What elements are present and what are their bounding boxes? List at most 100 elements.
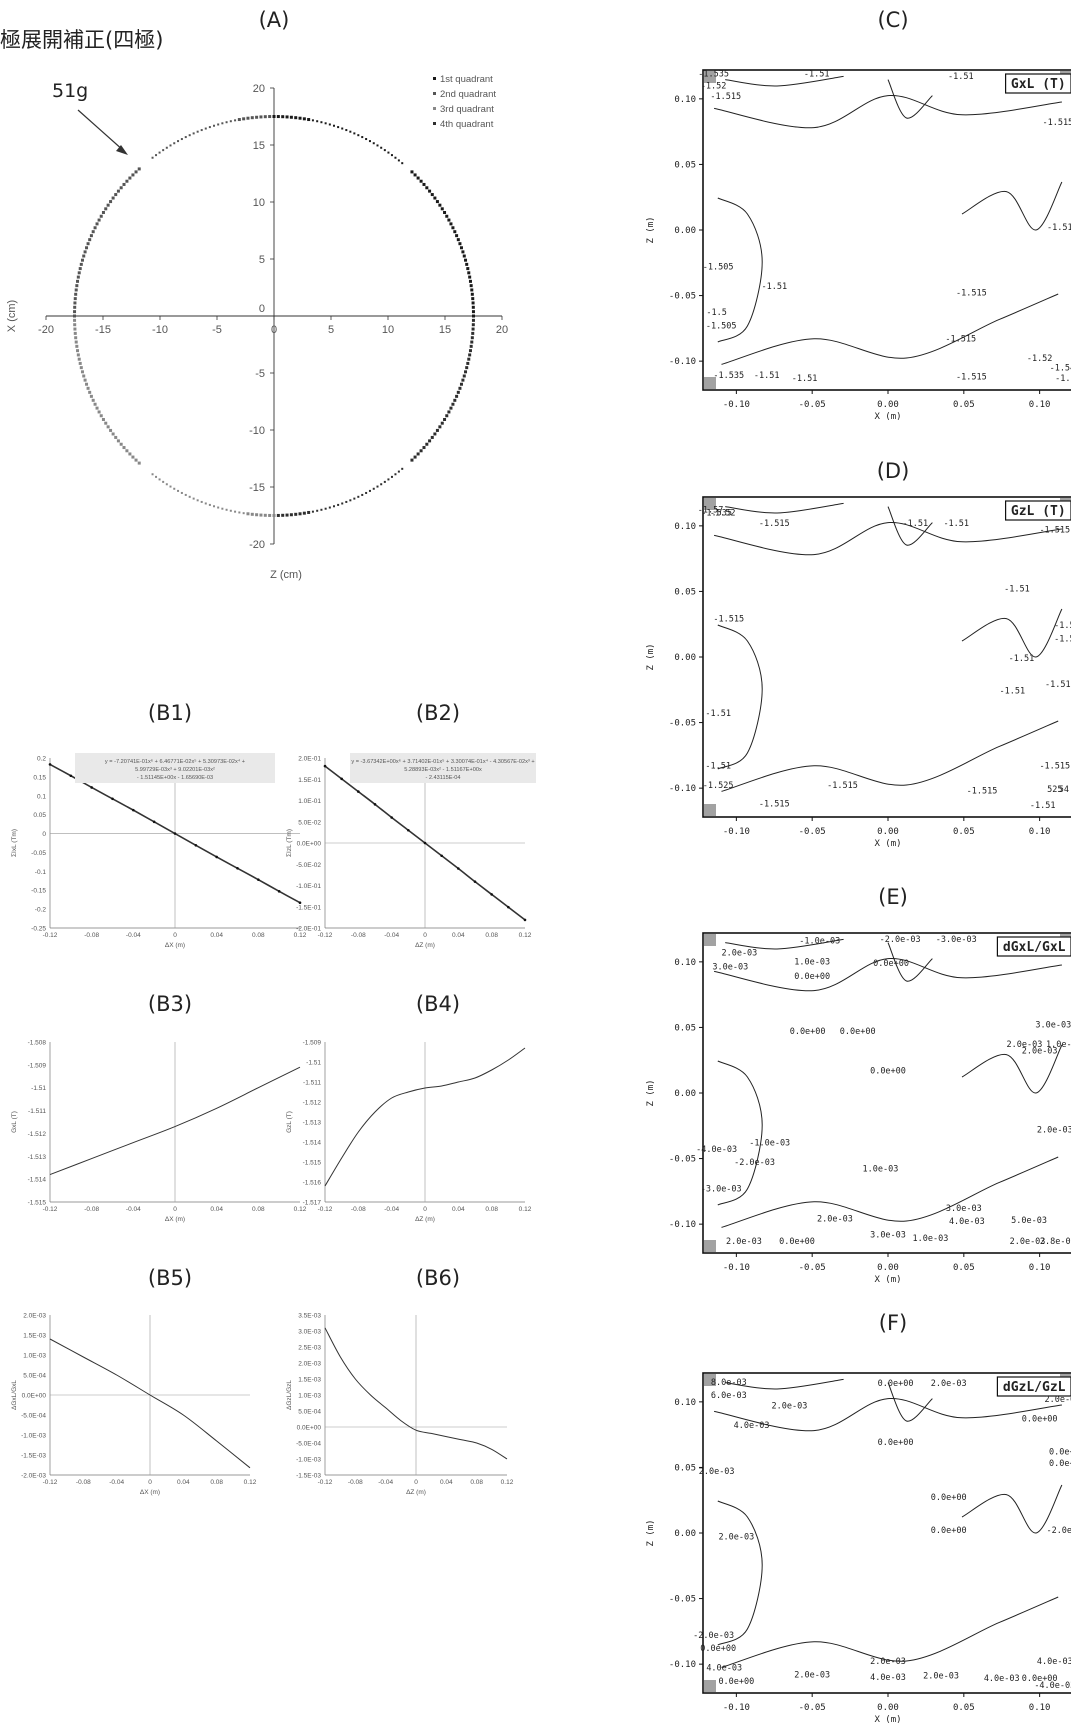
chart-b2: 2.0E-01 1.5E-01 1.0E-01 5.0E-02 0.0E+00 -5.0E… [286,753,536,949]
chart-a-point-q2 [242,117,246,121]
chart-a-point-q3 [200,500,203,503]
chart-d-contour-line [721,720,1059,792]
chart-e-x-tick-label: 0.10 [1029,1263,1051,1273]
section-title: 極展開補正(四極) [0,28,163,52]
chart-a-point-q3 [268,513,272,517]
chart-a-point-q3 [106,425,110,429]
chart-a-point-q4 [455,394,459,398]
chart-b2-y-tick-label: 1.0E-01 [298,798,321,805]
chart-a-point-q1 [471,310,475,314]
chart-a-point-q3 [242,512,245,515]
chart-f-contour-line [714,1398,1062,1432]
chart-a-point-q3 [259,513,263,517]
chart-d-contour-label: -1.51 [705,709,731,719]
chart-a-point-q1 [422,182,426,186]
chart-a-point-q1 [285,115,289,119]
chart-c-x-tick-label: -0.05 [799,400,826,410]
chart-b1-x-tick-label: 0.08 [252,932,265,939]
chart-d-corner-shade [704,498,716,510]
chart-a-point-q2 [76,279,80,283]
chart-a-point-q2 [173,142,176,145]
chart-a-point-q1 [438,203,442,207]
chart-c-contour-label: -1.515 [956,289,987,299]
chart-a-point-q1 [464,258,468,262]
chart-a-point-q3 [162,480,165,483]
chart-a-point-q2 [91,230,95,234]
chart-c-x-tick-label: 0.05 [953,400,975,410]
chart-b6-xlabel: ΔZ (m) [406,1489,426,1496]
chart-a-point-q2 [119,186,123,190]
chart-a-point-q4 [465,366,469,370]
chart-a-point-q2 [237,118,241,122]
chart-b1-point [132,808,135,812]
chart-c-contour-label: -1.51 [792,374,818,384]
chart-d-x-tick-label: 0.10 [1029,827,1051,837]
chart-b1-y-tick-label: 0.05 [33,812,46,819]
chart-a-point-q4 [302,511,306,515]
chart-d-contour-line [717,624,763,770]
chart-e-contour-label: 3.0e-03 [712,963,748,973]
chart-a-point-q3 [263,513,267,517]
chart-a-point-q2 [169,144,172,147]
chart-b3-x-tick-label: 0.12 [294,1206,307,1213]
chart-a-point-q1 [462,254,466,258]
chart-c-contour-line [887,79,933,119]
chart-e-contour-line [714,958,1062,992]
chart-b6-x-tick-label: 0.12 [501,1479,514,1486]
chart-a-point-q3 [155,475,158,478]
chart-a-point-q1 [307,118,311,122]
chart-c-contour-line [717,197,763,343]
chart-c-contour-line [714,95,1062,129]
chart-e-contour-label: 1.0e-03 [794,957,830,967]
chart-b6-y-tick-label: 0.0E+00 [297,1425,322,1432]
chart-b1-point [277,890,281,893]
chart-a-point-q2 [229,120,232,123]
chart-a-point-q1 [302,117,306,121]
chart-e-corner-shade [704,1240,716,1252]
chart-b3-y-tick-label: -1.509 [28,1062,47,1069]
chart-a-point-q2 [99,214,103,218]
chart-e-contour-label: -1.0e-03 [799,936,840,946]
chart-f-contour-label: 8.0e-03 [711,1378,747,1388]
chart-a-point-q4 [285,513,289,517]
chart-b4-x-tick-label: -0.04 [384,1206,399,1213]
chart-a-point-q2 [177,140,180,143]
chart-a-point-q3 [78,361,82,365]
chart-b2-point [323,764,327,768]
chart-e-contour-label: 2.0e-03 [726,1237,762,1247]
chart-e-contour-label: 1.0e-03 [913,1234,949,1244]
chart-d-contour-label: -1.51 [1054,634,1071,644]
chart-e-x-tick-label: -0.10 [723,1263,750,1273]
chart-b3-x-tick-label: 0.04 [210,1206,223,1213]
chart-b6-x-tick-label: 0.04 [440,1479,453,1486]
chart-e: dGxL/GxL 2.0e-03 3.0e-03 -1.0e-03 1.0e-03 0.0… [646,932,1071,1285]
chart-b1-point [236,867,239,870]
chart-c-contour-label: -1.51 [804,70,830,80]
chart-e-xlabel: X (m) [874,1275,901,1285]
chart-d-contour-label: -1.515 [713,615,744,625]
chart-b2-ylabel: ΣIzL (Tm) [286,829,293,857]
chart-c-contour-label: -1.5 [706,308,726,318]
chart-a-point-q3 [192,497,195,500]
chart-e-x-tick-label: 0.00 [877,1263,899,1273]
chart-f-corner-shade [704,1374,716,1386]
chart-c: GxL (T)-1.535-1.52-1.515-1.51 -1.51-1.515… [646,69,1071,422]
chart-a-point-q1 [276,115,280,119]
chart-b2-point [457,867,460,870]
chart-b5-x-tick-label: 0.08 [210,1479,223,1486]
chart-a-point-q1 [349,130,352,133]
chart-a-x-tick-label: 0 [271,324,277,336]
chart-a-point-q1 [341,127,344,130]
chart-e-y-tick-label: 0.10 [674,958,696,968]
chart-a-point-q2 [221,122,224,125]
chart-d-y-tick-label: -0.05 [669,719,696,729]
chart-a-point-q4 [320,508,323,511]
chart-a-point-q4 [471,318,475,322]
chart-b6-y-tick-label: -5.0E-04 [296,1441,321,1448]
chart-a-legend-entry: 3rd quadrant [440,104,494,115]
chart-a-point-q4 [440,421,444,425]
chart-c-contour-label: -1.6 [1055,374,1071,384]
chart-b5-y-tick-label: 5.0E-04 [23,1373,46,1380]
chart-b1-point [215,855,218,859]
chart-c-y-tick-label: 0.00 [674,226,696,236]
